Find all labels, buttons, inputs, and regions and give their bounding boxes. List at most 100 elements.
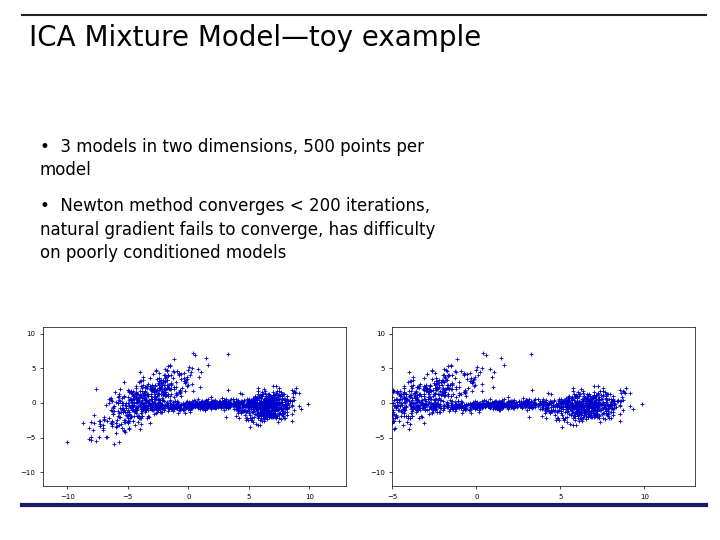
Point xyxy=(247,400,258,408)
Point xyxy=(257,404,269,413)
Point xyxy=(575,410,587,419)
Point xyxy=(167,406,179,415)
Point xyxy=(113,409,125,417)
Point xyxy=(606,397,618,406)
Point xyxy=(210,404,222,413)
Point xyxy=(173,406,184,414)
Point xyxy=(583,411,595,420)
Point xyxy=(238,400,249,409)
Point xyxy=(86,426,98,434)
Point xyxy=(564,402,576,411)
Point xyxy=(281,410,292,419)
Point xyxy=(160,403,171,412)
Point xyxy=(202,403,213,411)
Point xyxy=(375,413,387,422)
Point xyxy=(231,404,243,413)
Text: •  3 models in two dimensions, 500 points per
model: • 3 models in two dimensions, 500 points… xyxy=(40,138,423,179)
Point xyxy=(146,399,158,408)
Point xyxy=(519,400,531,409)
Point xyxy=(430,399,441,407)
Point xyxy=(600,409,612,417)
Point xyxy=(505,397,517,406)
Point xyxy=(602,402,613,410)
Point xyxy=(423,398,435,407)
Point xyxy=(163,406,174,415)
Point xyxy=(85,435,96,444)
Point xyxy=(502,404,513,413)
Point xyxy=(262,403,274,412)
Point xyxy=(388,396,400,404)
Point xyxy=(204,399,216,407)
Point xyxy=(119,427,130,436)
Point xyxy=(423,393,435,401)
Point xyxy=(264,395,275,404)
Point xyxy=(428,379,440,387)
Point xyxy=(160,365,171,374)
Point xyxy=(464,377,476,386)
Point xyxy=(115,420,127,429)
Point xyxy=(184,402,195,411)
Point xyxy=(474,368,485,376)
Point xyxy=(593,396,605,404)
Point xyxy=(274,409,285,417)
Point xyxy=(572,409,584,418)
Point xyxy=(541,406,553,414)
Point xyxy=(161,381,173,390)
Point xyxy=(519,399,531,407)
Point xyxy=(515,400,526,408)
Point xyxy=(372,415,383,424)
Point xyxy=(269,406,280,415)
Point xyxy=(572,400,584,408)
Point xyxy=(400,390,412,399)
Point xyxy=(222,397,233,406)
Point xyxy=(551,416,562,424)
Point xyxy=(260,392,271,401)
Point xyxy=(390,414,401,422)
Point xyxy=(215,400,226,409)
Point xyxy=(368,401,379,410)
Point xyxy=(212,400,223,408)
Point xyxy=(247,402,258,410)
Point xyxy=(153,395,164,403)
Point xyxy=(502,403,513,411)
Point xyxy=(286,397,297,406)
Point xyxy=(147,384,158,393)
Point xyxy=(434,400,446,408)
Point xyxy=(508,397,519,406)
Point xyxy=(117,424,128,433)
Point xyxy=(266,412,277,421)
Point xyxy=(573,409,585,418)
Point xyxy=(204,401,215,410)
Point xyxy=(155,383,166,392)
Point xyxy=(176,383,188,392)
Point xyxy=(139,401,150,409)
Point xyxy=(160,388,171,397)
Point xyxy=(591,401,603,409)
Point xyxy=(593,395,604,403)
Point xyxy=(151,400,163,409)
Point xyxy=(597,390,608,399)
Point xyxy=(549,411,560,420)
Point xyxy=(236,403,248,411)
Point xyxy=(279,400,290,408)
Point xyxy=(158,406,170,415)
Point xyxy=(351,426,363,434)
Point xyxy=(135,399,147,407)
Point xyxy=(145,401,156,409)
Point xyxy=(423,388,435,396)
Point xyxy=(184,401,196,410)
Point xyxy=(248,407,260,415)
Point xyxy=(433,383,444,391)
Point xyxy=(272,399,284,408)
Point xyxy=(573,392,585,401)
Point xyxy=(450,400,462,408)
Point xyxy=(265,404,276,413)
Point xyxy=(465,400,477,409)
Point xyxy=(253,390,264,399)
Point xyxy=(575,414,586,422)
Point xyxy=(262,394,274,403)
Point xyxy=(206,402,217,411)
Point xyxy=(603,411,614,420)
Point xyxy=(256,407,268,416)
Point xyxy=(416,399,428,408)
